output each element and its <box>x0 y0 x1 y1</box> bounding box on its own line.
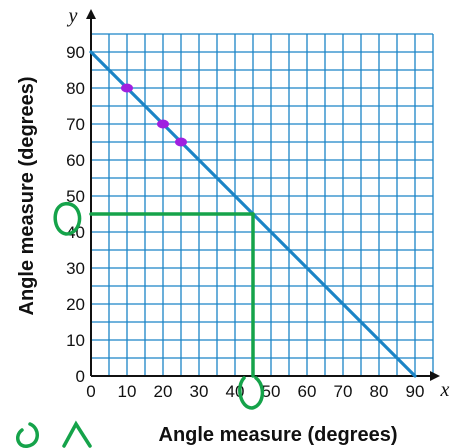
x-tick-label: 60 <box>298 382 317 401</box>
y-tick-label: 0 <box>76 367 85 386</box>
y-tick-label: 10 <box>66 331 85 350</box>
annotations <box>89 83 255 378</box>
y-tick-label: 90 <box>66 43 85 62</box>
x-axis-letter: x <box>440 379 450 401</box>
y-tick-label: 80 <box>66 79 85 98</box>
y-tick-label: 70 <box>66 115 85 134</box>
x-tick-label: 30 <box>190 382 209 401</box>
y-axis-title: Angle measure (degrees) <box>16 77 38 316</box>
grid-lines <box>91 33 434 376</box>
marked-point <box>157 119 169 129</box>
y-tick-label: 50 <box>66 187 85 206</box>
y-tick-label: 20 <box>66 295 85 314</box>
x-tick-label: 80 <box>370 382 389 401</box>
x-axis-title: Angle measure (degrees) <box>159 424 398 446</box>
y-tick-label: 60 <box>66 151 85 170</box>
handwritten-scribble <box>16 201 265 448</box>
x-axis-arrow-icon <box>430 371 440 381</box>
y-tick-label: 40 <box>66 223 85 242</box>
y-axis-letter: y <box>67 5 78 27</box>
x-tick-label: 10 <box>118 382 137 401</box>
y-axis-arrow-icon <box>86 9 96 19</box>
axes <box>86 9 440 381</box>
x-tick-label: 90 <box>406 382 425 401</box>
y-tick-label: 30 <box>66 259 85 278</box>
x-tick-label: 70 <box>334 382 353 401</box>
x-tick-label: 50 <box>262 382 281 401</box>
marked-point <box>121 83 133 93</box>
x-tick-label: 0 <box>86 382 95 401</box>
x-tick-label: 20 <box>154 382 173 401</box>
marked-point <box>175 137 187 147</box>
